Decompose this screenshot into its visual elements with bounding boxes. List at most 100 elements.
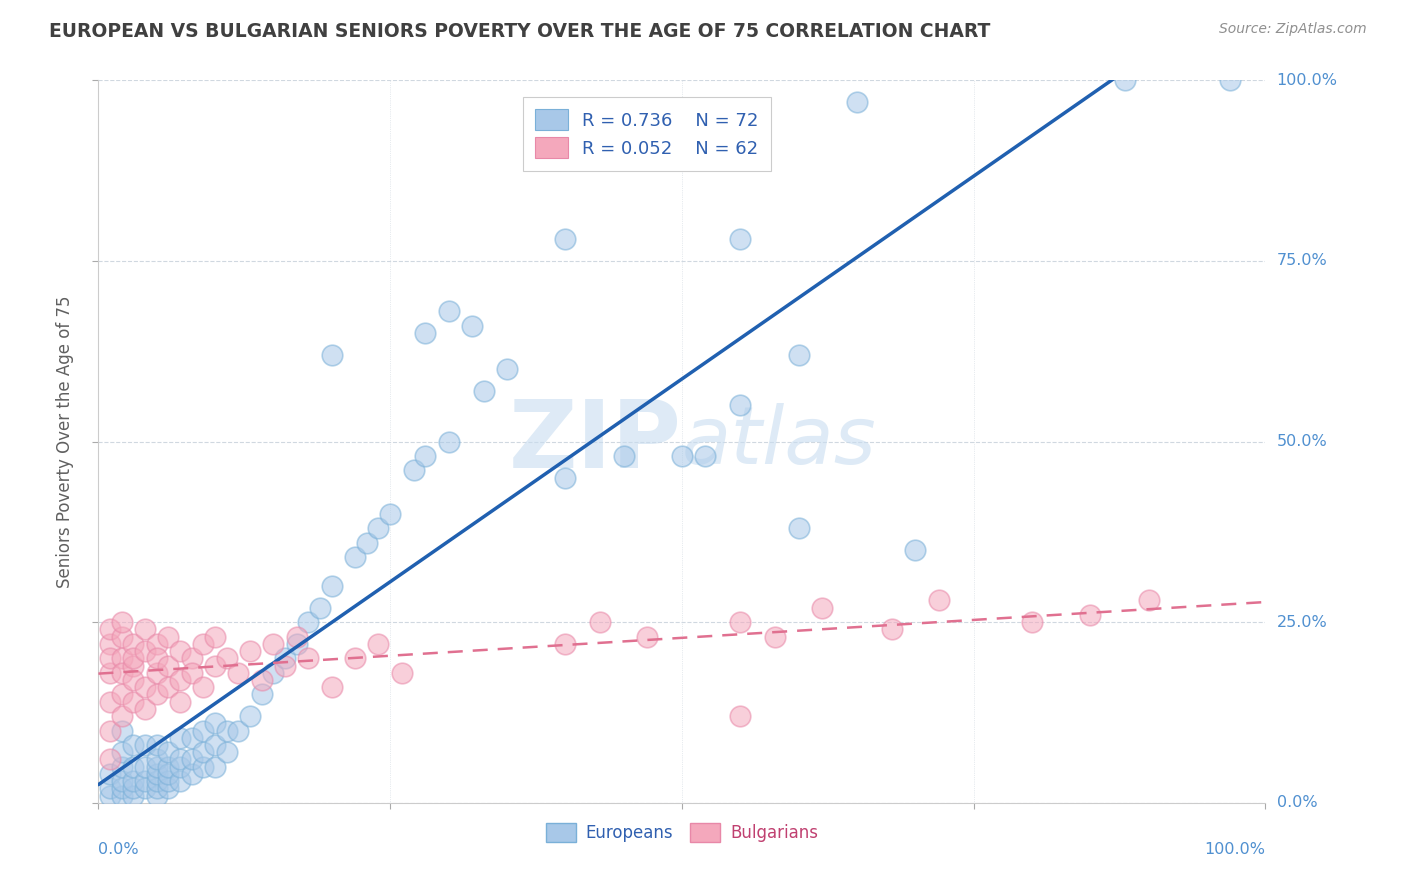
- Text: 25.0%: 25.0%: [1277, 615, 1327, 630]
- Point: [671, 449, 693, 463]
- Point: [228, 723, 250, 738]
- Point: [146, 752, 169, 766]
- Point: [157, 630, 180, 644]
- Point: [98, 767, 121, 781]
- Point: [98, 781, 121, 796]
- Point: [146, 738, 169, 752]
- Text: 0.0%: 0.0%: [1277, 796, 1317, 810]
- Point: [134, 623, 156, 637]
- Point: [730, 615, 752, 630]
- Point: [157, 774, 180, 789]
- Point: [215, 745, 238, 759]
- Point: [122, 789, 145, 803]
- Point: [250, 687, 273, 701]
- Point: [321, 680, 343, 694]
- Point: [111, 760, 134, 774]
- Point: [122, 673, 145, 687]
- Point: [730, 232, 752, 246]
- Point: [157, 680, 180, 694]
- Point: [134, 738, 156, 752]
- Point: [111, 615, 134, 630]
- Point: [122, 695, 145, 709]
- Point: [180, 665, 202, 680]
- Text: 100.0%: 100.0%: [1205, 842, 1265, 856]
- Point: [134, 781, 156, 796]
- Point: [111, 774, 134, 789]
- Point: [204, 738, 226, 752]
- Point: [122, 774, 145, 789]
- Text: ZIP: ZIP: [509, 395, 682, 488]
- Point: [146, 687, 169, 701]
- Text: 0.0%: 0.0%: [98, 842, 139, 856]
- Legend: Europeans, Bulgarians: Europeans, Bulgarians: [538, 816, 825, 848]
- Point: [146, 760, 169, 774]
- Point: [262, 665, 284, 680]
- Point: [554, 232, 576, 246]
- Point: [928, 593, 950, 607]
- Y-axis label: Seniors Poverty Over the Age of 75: Seniors Poverty Over the Age of 75: [56, 295, 75, 588]
- Point: [193, 680, 215, 694]
- Point: [169, 760, 191, 774]
- Text: 75.0%: 75.0%: [1277, 253, 1327, 268]
- Point: [846, 95, 869, 109]
- Text: 50.0%: 50.0%: [1277, 434, 1327, 449]
- Point: [169, 774, 191, 789]
- Point: [413, 449, 436, 463]
- Point: [402, 463, 425, 477]
- Point: [98, 723, 121, 738]
- Point: [122, 738, 145, 752]
- Point: [111, 789, 134, 803]
- Point: [111, 745, 134, 759]
- Point: [367, 521, 389, 535]
- Point: [180, 767, 202, 781]
- Point: [204, 716, 226, 731]
- Point: [763, 630, 786, 644]
- Point: [1137, 593, 1160, 607]
- Point: [589, 615, 612, 630]
- Point: [98, 651, 121, 665]
- Point: [146, 665, 169, 680]
- Point: [169, 752, 191, 766]
- Point: [239, 644, 262, 658]
- Point: [134, 680, 156, 694]
- Point: [146, 789, 169, 803]
- Point: [134, 702, 156, 716]
- Point: [437, 434, 460, 449]
- Point: [122, 637, 145, 651]
- Text: Source: ZipAtlas.com: Source: ZipAtlas.com: [1219, 22, 1367, 37]
- Point: [146, 781, 169, 796]
- Point: [613, 449, 636, 463]
- Point: [134, 774, 156, 789]
- Text: 100.0%: 100.0%: [1277, 73, 1337, 87]
- Point: [787, 348, 810, 362]
- Point: [309, 600, 332, 615]
- Point: [228, 665, 250, 680]
- Point: [367, 637, 389, 651]
- Point: [169, 731, 191, 745]
- Point: [250, 673, 273, 687]
- Point: [413, 326, 436, 340]
- Point: [157, 781, 180, 796]
- Point: [193, 760, 215, 774]
- Point: [730, 709, 752, 723]
- Point: [111, 665, 134, 680]
- Point: [157, 658, 180, 673]
- Point: [111, 630, 134, 644]
- Point: [169, 644, 191, 658]
- Point: [391, 665, 413, 680]
- Point: [437, 304, 460, 318]
- Point: [262, 637, 284, 651]
- Point: [461, 318, 484, 333]
- Point: [204, 760, 226, 774]
- Point: [180, 731, 202, 745]
- Point: [204, 630, 226, 644]
- Point: [297, 615, 319, 630]
- Point: [146, 651, 169, 665]
- Point: [344, 550, 367, 565]
- Point: [193, 637, 215, 651]
- Point: [146, 637, 169, 651]
- Point: [98, 789, 121, 803]
- Point: [274, 658, 297, 673]
- Point: [554, 470, 576, 484]
- Point: [730, 398, 752, 412]
